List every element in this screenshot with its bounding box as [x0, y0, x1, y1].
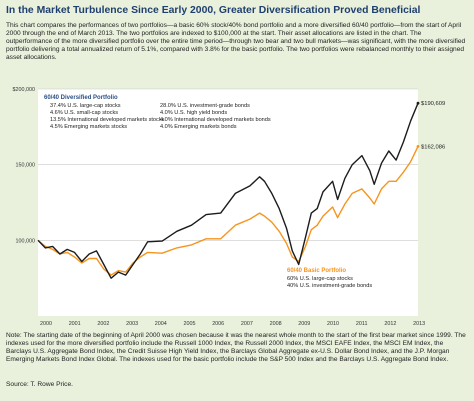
x-tick-label: 2011: [356, 321, 368, 327]
y-axis-ticks: $200,000 150,000 100,000: [13, 87, 35, 244]
legend-diversified-item: 4.5% Emerging markets stocks: [50, 124, 127, 130]
x-tick-label: 2009: [298, 321, 310, 327]
x-tick-label: 2004: [155, 321, 167, 327]
y-tick-label: $200,000: [13, 87, 35, 93]
x-tick-label: 2013: [413, 321, 425, 327]
x-tick-label: 2001: [69, 321, 81, 327]
legend-diversified-item: 37.4% U.S. large-cap stocks: [50, 103, 121, 109]
chart-note: Note: The starting date of the beginning…: [6, 332, 466, 364]
x-axis-ticks: 2000 2001 2002 2003 2004 2005 2006 2007 2008 2009…: [40, 321, 425, 327]
series-line-basic: [37, 146, 419, 276]
legend-diversified-item: 4.0% Emerging markets bonds: [160, 124, 237, 130]
x-tick-label: 2007: [241, 321, 253, 327]
y-tick-label: 150,000: [16, 163, 36, 169]
legend-diversified-item: 4.0% International developed markets bon…: [160, 117, 271, 123]
legend-diversified-item: 28.0% U.S. investment-grade bonds: [160, 103, 250, 109]
chart-intro-text: This chart compares the performances of …: [6, 22, 466, 62]
legend-diversified-item: 4.0% U.S. high yield bonds: [160, 110, 227, 116]
legend-diversified-item: 13.5% International developed markets st…: [50, 117, 165, 123]
x-tick-label: 2012: [384, 321, 396, 327]
legend-diversified-item: 4.6% U.S. small-cap stocks: [50, 110, 118, 116]
end-value-labels: $162,086 $190,609: [421, 101, 445, 150]
series-end-point: [416, 144, 420, 148]
y-tick-label: 100,000: [16, 238, 36, 244]
end-value-label-diversified: $190,609: [421, 101, 445, 107]
legend-diversified-heading: 60/40 Diversified Portfolio: [44, 95, 118, 101]
x-tick-label: 2010: [327, 321, 339, 327]
x-tick-label: 2000: [40, 321, 52, 327]
chart-source: Source: T. Rowe Price.: [6, 381, 73, 388]
x-tick-label: 2006: [212, 321, 224, 327]
legend-basic-item: 60% U.S. large-cap stocks: [287, 276, 353, 282]
series-end-point: [416, 101, 420, 105]
gridlines: [38, 88, 418, 241]
chart-title: In the Market Turbulence Since Early 200…: [6, 5, 421, 16]
legend-basic-item: 40% U.S. investment-grade bonds: [287, 283, 372, 289]
x-tick-label: 2002: [97, 321, 109, 327]
x-tick-label: 2003: [126, 321, 138, 327]
legend-basic-heading: 60/40 Basic Portfolio: [287, 268, 346, 274]
series-line-diversified: [37, 102, 419, 279]
x-tick-label: 2008: [270, 321, 282, 327]
x-tick-label: 2005: [184, 321, 196, 327]
legend-diversified: 60/40 Diversified Portfolio 37.4% U.S. l…: [44, 95, 271, 130]
end-value-label-basic: $162,086: [421, 144, 445, 150]
legend-basic: 60/40 Basic Portfolio 60% U.S. large-cap…: [287, 268, 372, 289]
series-lines: [37, 101, 420, 279]
